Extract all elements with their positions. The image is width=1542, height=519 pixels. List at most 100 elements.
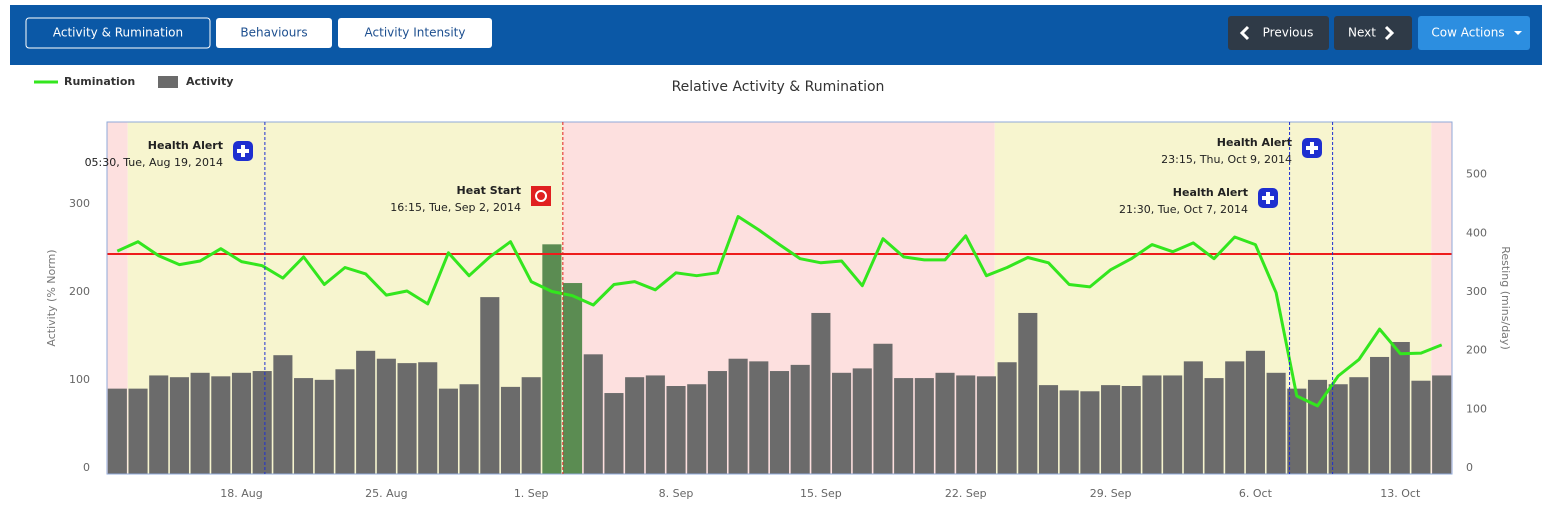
bar <box>211 376 231 474</box>
tab-intensity[interactable]: Activity Intensity <box>338 18 492 48</box>
x-tick-label: 6. Oct <box>1239 487 1273 500</box>
bar <box>997 362 1017 474</box>
bar <box>1225 361 1245 474</box>
heat-icon <box>531 186 551 206</box>
bar <box>728 358 748 474</box>
bar <box>294 378 314 474</box>
bar <box>521 377 541 474</box>
health-icon-cross <box>1262 192 1274 204</box>
bar <box>1142 375 1162 474</box>
bar <box>1411 380 1431 474</box>
plot-band <box>107 122 128 474</box>
annotation-time: 23:15, Thu, Oct 9, 2014 <box>1161 153 1292 166</box>
annotation-title: Health Alert <box>1173 186 1248 199</box>
y-axis-label: Activity (% Norm) <box>45 249 58 346</box>
bar <box>687 384 707 474</box>
previous-button[interactable]: Previous <box>1228 16 1329 50</box>
annotation-title: Heat Start <box>457 184 521 197</box>
bar <box>1432 375 1452 474</box>
bar <box>645 375 665 474</box>
bar <box>811 312 831 474</box>
legend-swatch <box>158 76 178 88</box>
bar <box>1018 312 1038 474</box>
bar <box>749 361 769 474</box>
x-tick-label: 29. Sep <box>1090 487 1132 500</box>
legend-label: Activity <box>186 75 233 88</box>
tab-label[interactable]: Activity Intensity <box>365 26 466 40</box>
bar <box>1204 378 1224 474</box>
cow-actions-button[interactable]: Cow Actions <box>1418 16 1530 50</box>
bar <box>273 355 293 474</box>
x-tick-label: 25. Aug <box>365 487 407 500</box>
bar <box>956 375 976 474</box>
bar <box>873 343 893 474</box>
heat-icon-ring <box>535 190 547 202</box>
bar <box>397 363 417 474</box>
bar <box>231 372 252 474</box>
y2-tick-label: 500 <box>1466 168 1487 181</box>
bar <box>769 371 790 474</box>
bar <box>376 358 396 474</box>
health-icon-cross <box>1306 142 1318 154</box>
annotation-time: 16:15, Tue, Sep 2, 2014 <box>390 201 521 214</box>
x-tick-label: 8. Sep <box>659 487 694 500</box>
bar <box>563 283 583 474</box>
bar <box>169 377 189 474</box>
bar <box>1370 356 1390 474</box>
y2-tick-label: 400 <box>1466 226 1487 239</box>
bar <box>542 244 562 474</box>
bar <box>190 372 210 474</box>
next-button[interactable]: Next <box>1334 16 1412 50</box>
bar <box>480 297 500 474</box>
y2-tick-label: 100 <box>1466 402 1487 415</box>
bar <box>666 386 686 474</box>
bar <box>1101 385 1121 474</box>
bar <box>1349 377 1369 474</box>
bar <box>604 393 624 474</box>
bar <box>418 362 438 474</box>
bar <box>1245 350 1265 474</box>
button-label[interactable]: Next <box>1348 26 1376 40</box>
tab-label[interactable]: Behaviours <box>240 26 307 40</box>
bar <box>149 375 169 474</box>
legend-label: Rumination <box>64 75 135 88</box>
tab-label[interactable]: Activity & Rumination <box>53 26 183 40</box>
bar <box>852 368 872 474</box>
y-tick-label: 300 <box>69 197 90 210</box>
button-label[interactable]: Cow Actions <box>1431 26 1504 40</box>
bar <box>707 371 727 474</box>
x-tick-label: 13. Oct <box>1380 487 1421 500</box>
bar <box>335 369 355 474</box>
bar <box>832 372 852 474</box>
bar <box>583 354 603 474</box>
bar <box>1390 342 1410 474</box>
x-tick-label: 18. Aug <box>220 487 262 500</box>
bar <box>356 350 376 474</box>
y2-tick-label: 300 <box>1466 285 1487 298</box>
bar <box>625 377 645 474</box>
x-tick-label: 22. Sep <box>945 487 987 500</box>
y2-tick-label: 0 <box>1466 461 1473 474</box>
bar <box>914 378 934 474</box>
x-tick-label: 15. Sep <box>800 487 842 500</box>
plot-border <box>106 121 1453 475</box>
line <box>116 215 1443 408</box>
health-icon-cross <box>237 145 249 157</box>
bar <box>1287 388 1307 474</box>
annotation-title: Health Alert <box>1217 136 1292 149</box>
bar <box>252 371 272 474</box>
bar <box>894 378 914 474</box>
y2-axis-label: Resting (mins/day) <box>1499 246 1512 349</box>
tab-activity[interactable]: Activity & Rumination <box>25 17 211 49</box>
bar <box>1183 361 1203 474</box>
annotation-time: 05:30, Tue, Aug 19, 2014 <box>85 156 223 169</box>
bar <box>438 388 458 474</box>
button-label[interactable]: Previous <box>1263 26 1314 40</box>
bar <box>107 388 127 474</box>
bar <box>976 376 996 474</box>
chart-title: Relative Activity & Rumination <box>672 79 885 95</box>
bar <box>1059 390 1079 474</box>
tab-behaviours[interactable]: Behaviours <box>216 18 332 48</box>
bar <box>1163 375 1183 474</box>
bar <box>1080 391 1100 474</box>
